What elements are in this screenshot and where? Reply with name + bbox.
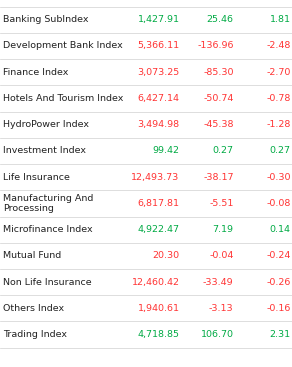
Text: 0.14: 0.14 bbox=[270, 225, 291, 234]
Text: 5,366.11: 5,366.11 bbox=[138, 41, 180, 51]
Text: 0.27: 0.27 bbox=[270, 146, 291, 156]
Text: 0.27: 0.27 bbox=[213, 146, 234, 156]
Text: Mutual Fund: Mutual Fund bbox=[3, 251, 61, 261]
Text: 4,718.85: 4,718.85 bbox=[138, 330, 180, 339]
Text: -0.26: -0.26 bbox=[266, 277, 291, 287]
Text: 4,922.47: 4,922.47 bbox=[138, 225, 180, 234]
Text: 7.19: 7.19 bbox=[213, 225, 234, 234]
Text: Life Insurance: Life Insurance bbox=[3, 172, 70, 182]
Text: 1.81: 1.81 bbox=[270, 15, 291, 24]
Text: -38.17: -38.17 bbox=[203, 172, 234, 182]
Text: Manufacturing And
Processing: Manufacturing And Processing bbox=[3, 194, 93, 213]
Text: -0.08: -0.08 bbox=[266, 199, 291, 208]
Text: 12,493.73: 12,493.73 bbox=[131, 172, 180, 182]
Text: 6,817.81: 6,817.81 bbox=[138, 199, 180, 208]
Text: 12,460.42: 12,460.42 bbox=[132, 277, 180, 287]
Text: HydroPower Index: HydroPower Index bbox=[3, 120, 89, 129]
Text: -0.24: -0.24 bbox=[266, 251, 291, 261]
Text: 25.46: 25.46 bbox=[207, 15, 234, 24]
Text: -0.04: -0.04 bbox=[209, 251, 234, 261]
Text: Trading Index: Trading Index bbox=[3, 330, 67, 339]
Text: Microfinance Index: Microfinance Index bbox=[3, 225, 93, 234]
Text: -45.38: -45.38 bbox=[203, 120, 234, 129]
Text: 106.70: 106.70 bbox=[201, 330, 234, 339]
Text: -0.30: -0.30 bbox=[266, 172, 291, 182]
Text: -3.13: -3.13 bbox=[209, 304, 234, 313]
Text: Finance Index: Finance Index bbox=[3, 68, 68, 77]
Text: -136.96: -136.96 bbox=[197, 41, 234, 51]
Text: Development Bank Index: Development Bank Index bbox=[3, 41, 123, 51]
Text: -50.74: -50.74 bbox=[203, 94, 234, 103]
Text: -33.49: -33.49 bbox=[203, 277, 234, 287]
Text: 3,494.98: 3,494.98 bbox=[138, 120, 180, 129]
Text: -0.78: -0.78 bbox=[266, 94, 291, 103]
Text: Investment Index: Investment Index bbox=[3, 146, 86, 156]
Text: Banking SubIndex: Banking SubIndex bbox=[3, 15, 88, 24]
Text: -85.30: -85.30 bbox=[203, 68, 234, 77]
Text: -5.51: -5.51 bbox=[209, 199, 234, 208]
Text: -2.48: -2.48 bbox=[266, 41, 291, 51]
Text: 20.30: 20.30 bbox=[152, 251, 180, 261]
Text: 1,940.61: 1,940.61 bbox=[138, 304, 180, 313]
Text: -0.16: -0.16 bbox=[266, 304, 291, 313]
Text: 1,427.91: 1,427.91 bbox=[138, 15, 180, 24]
Text: -1.28: -1.28 bbox=[266, 120, 291, 129]
Text: Non Life Insurance: Non Life Insurance bbox=[3, 277, 92, 287]
Text: 6,427.14: 6,427.14 bbox=[138, 94, 180, 103]
Text: Others Index: Others Index bbox=[3, 304, 64, 313]
Text: 2.31: 2.31 bbox=[270, 330, 291, 339]
Text: Hotels And Tourism Index: Hotels And Tourism Index bbox=[3, 94, 123, 103]
Text: -2.70: -2.70 bbox=[266, 68, 291, 77]
Text: 99.42: 99.42 bbox=[153, 146, 180, 156]
Text: 3,073.25: 3,073.25 bbox=[137, 68, 180, 77]
